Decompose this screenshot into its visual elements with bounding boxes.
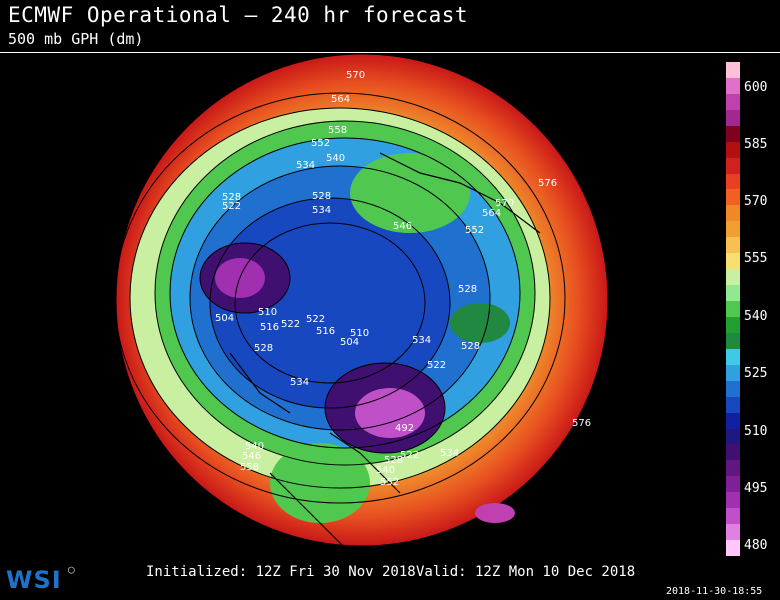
contour-label: 534 bbox=[440, 448, 459, 459]
initialized-time: Initialized: 12Z Fri 30 Nov 2018 bbox=[146, 564, 416, 580]
wsi-logo: WSI bbox=[6, 566, 62, 594]
contour-label: 576 bbox=[572, 418, 591, 429]
contour-label: 528 bbox=[458, 284, 477, 295]
contour-labels: 570 564 558 552 540 534 528 522 528 534 … bbox=[215, 70, 591, 488]
contour-label: 552 bbox=[311, 138, 330, 149]
contour-label: 522 bbox=[427, 360, 446, 371]
colorbar-segment bbox=[726, 62, 740, 79]
colorbar-segment bbox=[726, 285, 740, 302]
valid-time: Valid: 12Z Mon 10 Dec 2018 bbox=[416, 564, 636, 580]
colorbar-tick-label: 570 bbox=[744, 194, 768, 209]
polar-stereographic-map: 570 564 558 552 540 534 528 522 528 534 … bbox=[115, 53, 609, 547]
colorbar-segment bbox=[726, 412, 740, 429]
colorbar-segment bbox=[726, 476, 740, 493]
contour-label: 522 bbox=[222, 201, 241, 212]
contour-label: 522 bbox=[306, 314, 325, 325]
high-patch-se bbox=[475, 503, 515, 523]
band-green-s bbox=[270, 443, 370, 523]
contour-label: 528 bbox=[312, 191, 331, 202]
contour-label: 516 bbox=[260, 322, 279, 333]
colorbar-segment bbox=[726, 109, 740, 127]
colorbar-segment bbox=[726, 77, 740, 95]
colorbar-tick-label: 555 bbox=[744, 251, 768, 266]
colorbar-segment bbox=[726, 364, 740, 382]
colorbar-tick-label: 480 bbox=[744, 538, 768, 553]
colorbar-segment bbox=[726, 396, 740, 414]
colorbar-segment bbox=[726, 237, 740, 254]
contour-label: 528 bbox=[384, 455, 403, 466]
contour-label: 570 bbox=[495, 198, 514, 209]
colorbar-segment bbox=[726, 348, 740, 366]
band-green-e bbox=[450, 303, 510, 343]
logo-mark-icon: ◯ bbox=[68, 563, 75, 576]
colorbar-tick-label: 510 bbox=[744, 424, 768, 439]
contour-label: 504 bbox=[340, 337, 359, 348]
contour-label: 504 bbox=[215, 313, 234, 324]
colorbar-segment bbox=[726, 492, 740, 509]
colorbar-segment bbox=[726, 125, 740, 143]
band-green-n bbox=[350, 153, 470, 233]
band-low-b2 bbox=[355, 388, 425, 438]
colorbar-segment bbox=[726, 93, 740, 111]
colorbar-tick-label: 525 bbox=[744, 366, 768, 381]
colorbar-segment bbox=[726, 141, 740, 159]
contour-label: 528 bbox=[461, 341, 480, 352]
colorbar-segment bbox=[726, 380, 740, 398]
colorbar-segment bbox=[726, 508, 740, 525]
contour-label: 522 bbox=[281, 319, 300, 330]
contour-label: 552 bbox=[465, 225, 484, 236]
contour-label: 564 bbox=[331, 94, 350, 105]
contour-label: 540 bbox=[245, 441, 264, 452]
colorbar-segment bbox=[726, 301, 740, 318]
colorbar-tick-label: 540 bbox=[744, 309, 768, 324]
contour-label: 540 bbox=[326, 153, 345, 164]
colorbar-tick-label: 495 bbox=[744, 481, 768, 496]
colorbar-segment bbox=[726, 205, 740, 222]
contour-label: 492 bbox=[395, 423, 414, 434]
contour-label: 510 bbox=[258, 307, 277, 318]
colorbar-tick-label: 585 bbox=[744, 137, 768, 152]
contour-label: 528 bbox=[254, 343, 273, 354]
colorbar-segment bbox=[726, 316, 740, 334]
contour-label: 522 bbox=[400, 450, 419, 461]
contour-label: 546 bbox=[242, 451, 261, 462]
colorbar-segment bbox=[726, 460, 740, 477]
contour-label: 534 bbox=[296, 160, 315, 171]
contour-label: 528 bbox=[222, 192, 241, 203]
map-subtitle: 500 mb GPH (dm) bbox=[8, 30, 144, 48]
colorbar-segment bbox=[726, 540, 740, 557]
contour-label: 534 bbox=[412, 335, 431, 346]
contour-label: 534 bbox=[312, 205, 331, 216]
contour-label: 516 bbox=[316, 326, 335, 337]
colorbar-segment bbox=[726, 444, 740, 461]
colorbar-segment bbox=[726, 524, 740, 541]
contour-label: 558 bbox=[328, 125, 347, 136]
colorbar-segment bbox=[726, 269, 740, 286]
colorbar-tick-label: 600 bbox=[744, 80, 768, 95]
colorbar-segment bbox=[726, 253, 740, 270]
header-divider bbox=[0, 52, 780, 53]
contour-label: 576 bbox=[538, 178, 557, 189]
contour-label: 546 bbox=[393, 221, 412, 232]
generated-timestamp: 2018-11-30-18:55 bbox=[666, 586, 763, 597]
contour-label: 552 bbox=[380, 477, 399, 488]
colorbar-segment bbox=[726, 221, 740, 238]
colorbar-segment bbox=[726, 428, 740, 445]
contour-label: 570 bbox=[346, 70, 365, 81]
contour-label: 564 bbox=[482, 208, 501, 219]
colorbar-segment bbox=[726, 189, 740, 206]
map-title: ECMWF Operational – 240 hr forecast bbox=[8, 3, 469, 27]
colorbar-segment bbox=[726, 332, 740, 350]
colorbar-segment bbox=[726, 173, 740, 190]
contour-label: 540 bbox=[376, 465, 395, 476]
contour-label: 558 bbox=[240, 462, 259, 473]
colorbar bbox=[726, 62, 740, 557]
contour-label: 534 bbox=[290, 377, 309, 388]
colorbar-segment bbox=[726, 157, 740, 175]
contour-label: 510 bbox=[350, 328, 369, 339]
